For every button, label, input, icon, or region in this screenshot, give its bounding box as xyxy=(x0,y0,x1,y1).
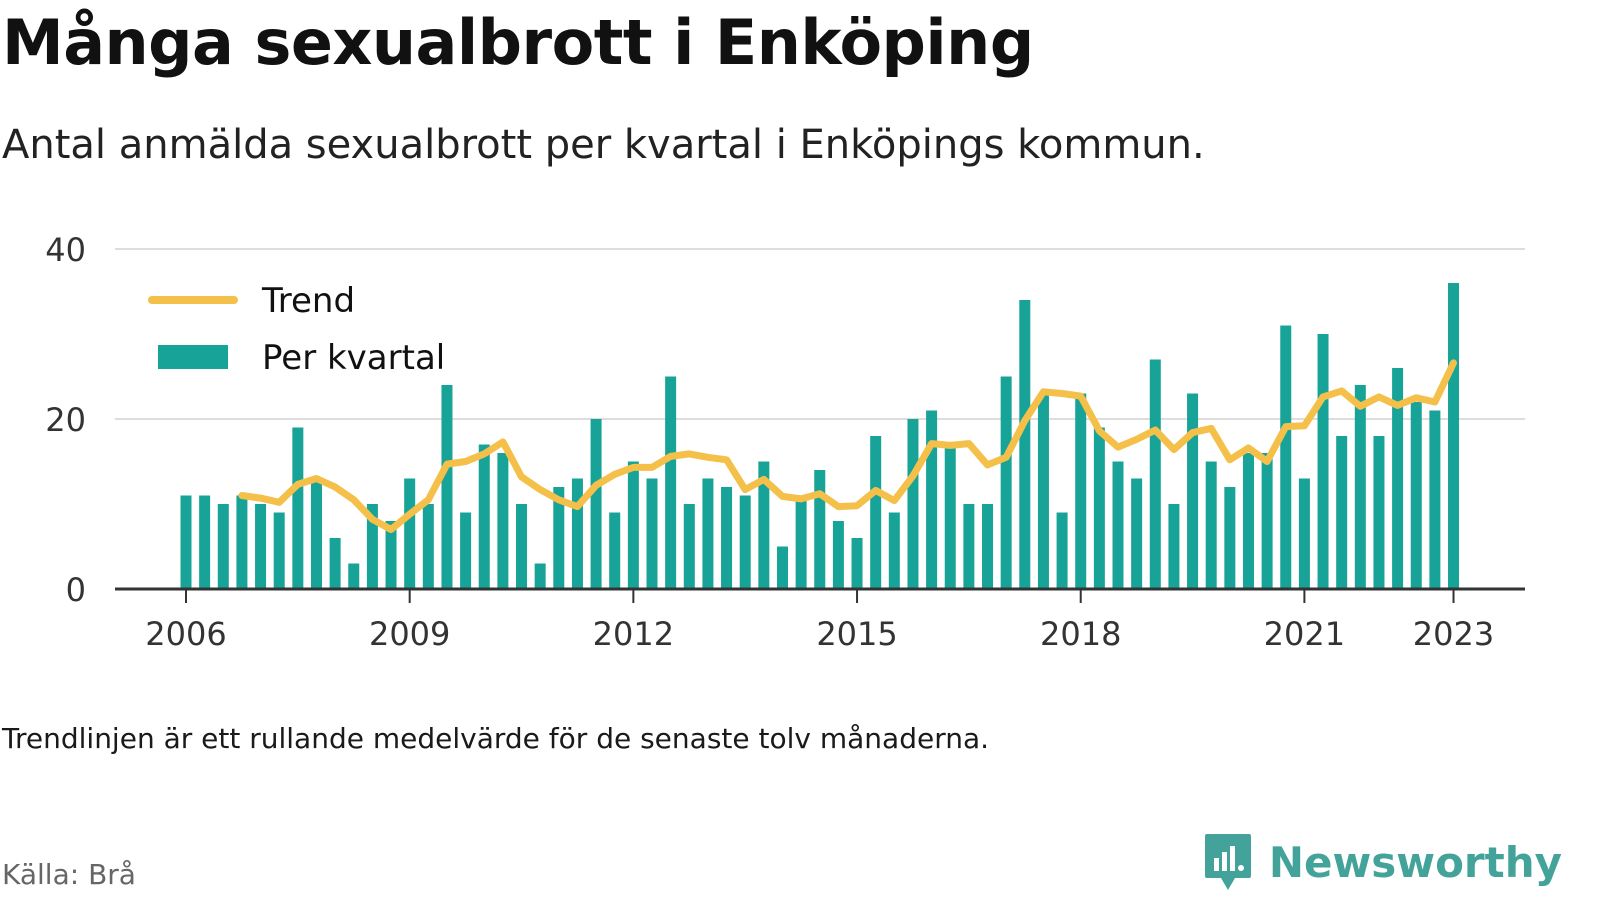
x-axis: 2006 2009 2012 2015 2018 2021 2023 xyxy=(115,587,1525,653)
bar xyxy=(1429,410,1441,589)
bar xyxy=(1242,453,1254,589)
bar xyxy=(292,427,304,589)
x-tick-label: 2012 xyxy=(593,615,674,653)
bar xyxy=(199,495,211,589)
bar xyxy=(571,478,583,589)
y-tick-label: 20 xyxy=(45,401,86,439)
bar xyxy=(1336,436,1348,589)
bar xyxy=(385,521,397,589)
bar xyxy=(1112,461,1124,589)
bar xyxy=(1261,453,1273,589)
trend-line xyxy=(238,359,1457,533)
bar xyxy=(1187,393,1199,589)
bar xyxy=(1298,478,1310,589)
bar xyxy=(721,487,733,589)
bar xyxy=(609,512,621,589)
bar xyxy=(534,563,546,589)
y-tick-label: 0 xyxy=(66,571,86,609)
x-tick-label: 2009 xyxy=(369,615,450,653)
x-tick-label: 2018 xyxy=(1040,615,1121,653)
bar xyxy=(627,461,639,589)
bar xyxy=(422,504,434,589)
bar xyxy=(273,512,285,589)
bar xyxy=(1317,334,1329,589)
bar xyxy=(795,495,807,589)
bar xyxy=(1075,393,1087,589)
bar xyxy=(702,478,714,589)
source-text: Källa: Brå xyxy=(2,858,136,891)
bar xyxy=(255,504,267,589)
bar xyxy=(1131,478,1143,589)
legend-bar-swatch xyxy=(158,345,228,369)
bar xyxy=(758,461,770,589)
bar xyxy=(329,538,341,589)
bar xyxy=(1019,300,1031,589)
bar xyxy=(590,419,602,589)
bar xyxy=(366,504,378,589)
bar xyxy=(497,453,509,589)
bar xyxy=(236,495,248,589)
bar xyxy=(1037,393,1049,589)
bar xyxy=(404,478,416,589)
bar xyxy=(1448,283,1460,589)
bar xyxy=(646,478,658,589)
bar xyxy=(180,495,192,589)
y-tick-label: 40 xyxy=(45,231,86,269)
bar xyxy=(1410,402,1422,589)
bar xyxy=(739,495,751,589)
bar xyxy=(478,444,490,589)
bar xyxy=(832,521,844,589)
bar xyxy=(516,504,528,589)
bar xyxy=(553,487,565,589)
chart-note: Trendlinjen är ett rullande medelvärde f… xyxy=(2,722,990,755)
bar xyxy=(982,504,994,589)
x-tick-label: 2021 xyxy=(1264,615,1345,653)
legend: Trend Per kvartal xyxy=(148,281,445,378)
bar xyxy=(1373,436,1385,589)
bar xyxy=(217,504,229,589)
bar xyxy=(963,504,975,589)
brand-logo: Newsworthy xyxy=(1203,832,1562,892)
bar xyxy=(870,436,882,589)
y-axis-labels: 0 20 40 xyxy=(45,231,86,609)
bar xyxy=(1224,487,1236,589)
bar xyxy=(683,504,695,589)
chart-area: 0 20 40 2006 2009 2012 2015 2018 2021 2023 Trend… xyxy=(45,231,1525,653)
bar xyxy=(310,478,322,589)
newsworthy-logo-icon xyxy=(1204,834,1251,890)
bar xyxy=(1205,461,1217,589)
bar xyxy=(1000,376,1012,589)
legend-bar-label: Per kvartal xyxy=(262,338,445,378)
x-tick-label: 2015 xyxy=(816,615,897,653)
bar xyxy=(1280,325,1292,589)
bar xyxy=(907,419,919,589)
bar xyxy=(665,376,677,589)
bar xyxy=(460,512,472,589)
bar xyxy=(348,563,360,589)
bar xyxy=(441,385,453,589)
bar xyxy=(1149,359,1161,589)
bar xyxy=(1056,512,1068,589)
bar xyxy=(944,444,956,589)
chart-title: Många sexualbrott i Enköping xyxy=(2,6,1034,79)
grid-lines xyxy=(115,248,1525,420)
bar xyxy=(1168,504,1180,589)
bar xyxy=(851,538,863,589)
brand-name: Newsworthy xyxy=(1268,837,1562,887)
x-tick-label: 2006 xyxy=(145,615,226,653)
bar xyxy=(1093,427,1105,589)
legend-trend-label: Trend xyxy=(261,281,355,321)
bar xyxy=(926,410,938,589)
bar-series xyxy=(180,283,1460,589)
x-tick-label: 2023 xyxy=(1413,615,1494,653)
bar xyxy=(1392,368,1404,589)
trend-series xyxy=(238,359,1457,533)
chart-subtitle: Antal anmälda sexualbrott per kvartal i … xyxy=(2,122,1205,168)
bar xyxy=(888,512,900,589)
bar xyxy=(814,470,826,589)
bar xyxy=(776,546,788,589)
bar xyxy=(1354,385,1366,589)
